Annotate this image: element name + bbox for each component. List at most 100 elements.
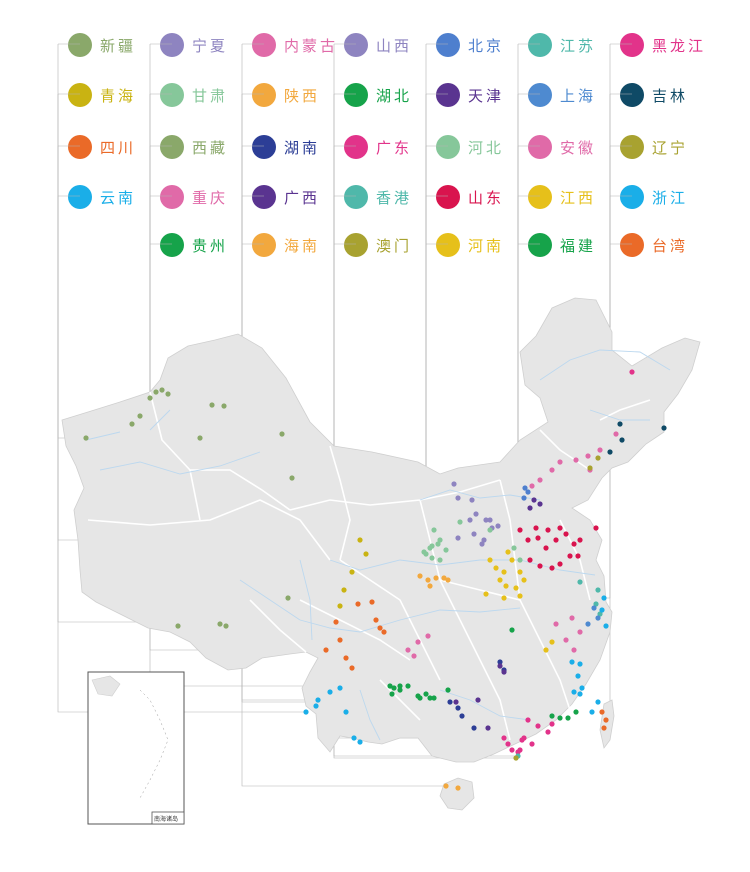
legend-dot <box>436 185 460 209</box>
location-dot <box>487 527 493 533</box>
legend-dot <box>620 135 644 159</box>
location-dot <box>565 715 571 721</box>
legend-dot <box>68 33 92 57</box>
legend-item-9: 甘肃 <box>160 82 228 108</box>
legend-item-26: 山东 <box>436 184 504 210</box>
location-dot <box>435 541 441 547</box>
location-dot <box>595 615 601 621</box>
legend-item-2: 宁夏 <box>160 32 228 58</box>
location-dot <box>415 693 421 699</box>
location-dot <box>585 621 591 627</box>
location-dot <box>441 575 447 581</box>
legend-dot <box>620 185 644 209</box>
legend-item-6: 江苏 <box>528 32 596 58</box>
location-dot <box>471 725 477 731</box>
legend-dot <box>436 135 460 159</box>
legend-label: 广东 <box>376 138 413 157</box>
legend-item-17: 湖南 <box>252 134 320 160</box>
location-dot <box>279 431 285 437</box>
location-dot <box>455 535 461 541</box>
location-dot <box>545 527 551 533</box>
legend-label: 甘肃 <box>192 86 229 105</box>
legend-dot <box>528 233 552 257</box>
location-dot <box>567 553 573 559</box>
legend-item-27: 江西 <box>528 184 596 210</box>
location-dot <box>497 659 503 665</box>
legend-label: 海南 <box>284 236 321 255</box>
legend-label: 河南 <box>468 236 505 255</box>
legend-item-25: 香港 <box>344 184 412 210</box>
location-dot <box>525 717 531 723</box>
location-dot <box>481 537 487 543</box>
location-dot <box>197 435 203 441</box>
legend-item-22: 云南 <box>68 184 136 210</box>
location-dot <box>147 395 153 401</box>
location-dot <box>389 691 395 697</box>
legend-item-12: 天津 <box>436 82 504 108</box>
location-dot <box>527 557 533 563</box>
location-dot <box>433 575 439 581</box>
location-dot <box>607 449 613 455</box>
legend-label: 河北 <box>468 138 505 157</box>
legend-item-19: 河北 <box>436 134 504 160</box>
location-dot <box>521 577 527 583</box>
location-dot <box>525 489 531 495</box>
location-dot <box>357 537 363 543</box>
legend-label: 湖北 <box>376 86 413 105</box>
location-dot <box>437 537 443 543</box>
location-dot <box>593 525 599 531</box>
legend-dot <box>344 135 368 159</box>
location-dot <box>417 573 423 579</box>
location-dot <box>503 583 509 589</box>
location-dot <box>589 709 595 715</box>
location-dot <box>509 747 515 753</box>
legend-label: 青海 <box>100 86 137 105</box>
legend-label: 宁夏 <box>192 36 229 55</box>
legend-dot <box>528 83 552 107</box>
location-dot <box>549 467 555 473</box>
location-dot <box>563 531 569 537</box>
location-dot <box>497 577 503 583</box>
location-dot <box>529 741 535 747</box>
location-dot <box>549 565 555 571</box>
location-dot <box>563 637 569 643</box>
location-dot <box>445 687 451 693</box>
location-dot <box>445 577 451 583</box>
legend-item-14: 吉林 <box>620 82 688 108</box>
legend-dot <box>528 185 552 209</box>
location-dot <box>443 547 449 553</box>
location-dot <box>221 403 227 409</box>
legend-item-15: 四川 <box>68 134 136 160</box>
legend-item-10: 陕西 <box>252 82 320 108</box>
legend-label: 广西 <box>284 188 321 207</box>
location-dot <box>83 435 89 441</box>
location-dot <box>159 387 165 393</box>
location-dot <box>591 605 597 611</box>
legend-dot <box>436 83 460 107</box>
legend-label: 湖南 <box>284 138 321 157</box>
location-dot <box>553 621 559 627</box>
legend-label: 江苏 <box>560 36 597 55</box>
location-dot <box>493 565 499 571</box>
location-dot <box>451 481 457 487</box>
legend-dot <box>68 185 92 209</box>
legend-item-33: 福建 <box>528 232 596 258</box>
location-dot <box>595 587 601 593</box>
location-dot <box>511 545 517 551</box>
legend-dot <box>160 135 184 159</box>
location-dot <box>363 551 369 557</box>
location-dot <box>349 569 355 575</box>
legend-label: 安徽 <box>560 138 597 157</box>
location-dot <box>425 577 431 583</box>
location-dot <box>597 611 603 617</box>
legend-dot <box>252 33 276 57</box>
location-dot <box>557 715 563 721</box>
location-dot <box>601 725 607 731</box>
legend-label: 重庆 <box>192 188 229 207</box>
location-dot <box>501 735 507 741</box>
legend-label: 西藏 <box>192 138 229 157</box>
legend-dot <box>344 83 368 107</box>
location-dot <box>223 623 229 629</box>
legend-label: 内蒙古 <box>284 36 339 55</box>
